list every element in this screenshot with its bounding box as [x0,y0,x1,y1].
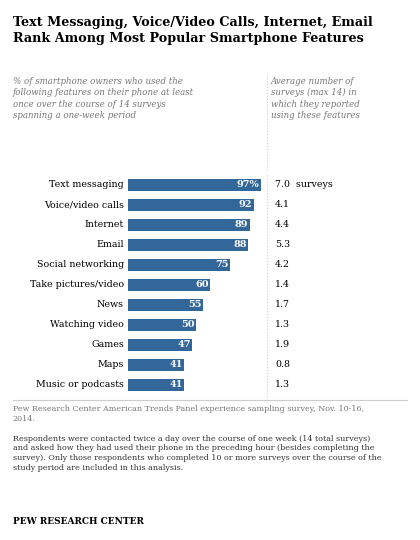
Text: 5.3: 5.3 [275,240,290,249]
Text: Average number of
surveys (max 14) in
which they reported
using these features: Average number of surveys (max 14) in wh… [271,77,360,120]
Text: 1.3: 1.3 [275,380,290,389]
Text: Social networking: Social networking [37,260,124,269]
Bar [128,339,192,350]
Bar [128,319,197,330]
Bar [128,259,231,271]
Text: % of smartphone owners who used the
following features on their phone at least
o: % of smartphone owners who used the foll… [13,77,194,120]
Text: Pew Research Center American Trends Panel experience sampling survey, Nov. 10-16: Pew Research Center American Trends Pane… [13,405,364,423]
Text: 41: 41 [169,380,183,389]
Bar [128,299,203,310]
Text: 60: 60 [195,280,209,289]
Text: 89: 89 [235,220,248,230]
Text: 75: 75 [215,260,229,269]
Text: 0.8: 0.8 [275,360,290,369]
Text: 55: 55 [188,300,202,309]
Text: Take pictures/video: Take pictures/video [30,280,124,289]
Bar [128,359,184,370]
Text: 88: 88 [234,240,247,249]
Bar [128,239,248,251]
Bar [128,219,249,231]
Text: Watching video: Watching video [50,320,124,329]
Bar [128,379,184,391]
Text: 50: 50 [181,320,195,329]
Bar [128,279,210,291]
Text: 4.1: 4.1 [275,200,290,210]
Text: Internet: Internet [85,220,124,230]
Bar [128,199,254,211]
Bar [128,179,260,191]
Text: 7.0  surveys: 7.0 surveys [275,180,333,190]
Text: Games: Games [91,340,124,349]
Text: News: News [97,300,124,309]
Text: 41: 41 [169,360,183,369]
Text: Music or podcasts: Music or podcasts [36,380,124,389]
Text: Text messaging: Text messaging [49,180,124,190]
Text: 97%: 97% [236,180,259,190]
Text: PEW RESEARCH CENTER: PEW RESEARCH CENTER [13,517,144,526]
Text: 1.4: 1.4 [275,280,290,289]
Text: Maps: Maps [97,360,124,369]
Text: 92: 92 [239,200,252,210]
Text: Respondents were contacted twice a day over the course of one week (14 total sur: Respondents were contacted twice a day o… [13,435,381,472]
Text: 4.2: 4.2 [275,260,290,269]
Text: 1.9: 1.9 [275,340,290,349]
Text: Text Messaging, Voice/Video Calls, Internet, Email
Rank Among Most Popular Smart: Text Messaging, Voice/Video Calls, Inter… [13,16,373,45]
Text: Voice/video calls: Voice/video calls [44,200,124,210]
Text: Email: Email [96,240,124,249]
Text: 1.7: 1.7 [275,300,290,309]
Text: 1.3: 1.3 [275,320,290,329]
Text: 4.4: 4.4 [275,220,290,230]
Text: 47: 47 [177,340,191,349]
